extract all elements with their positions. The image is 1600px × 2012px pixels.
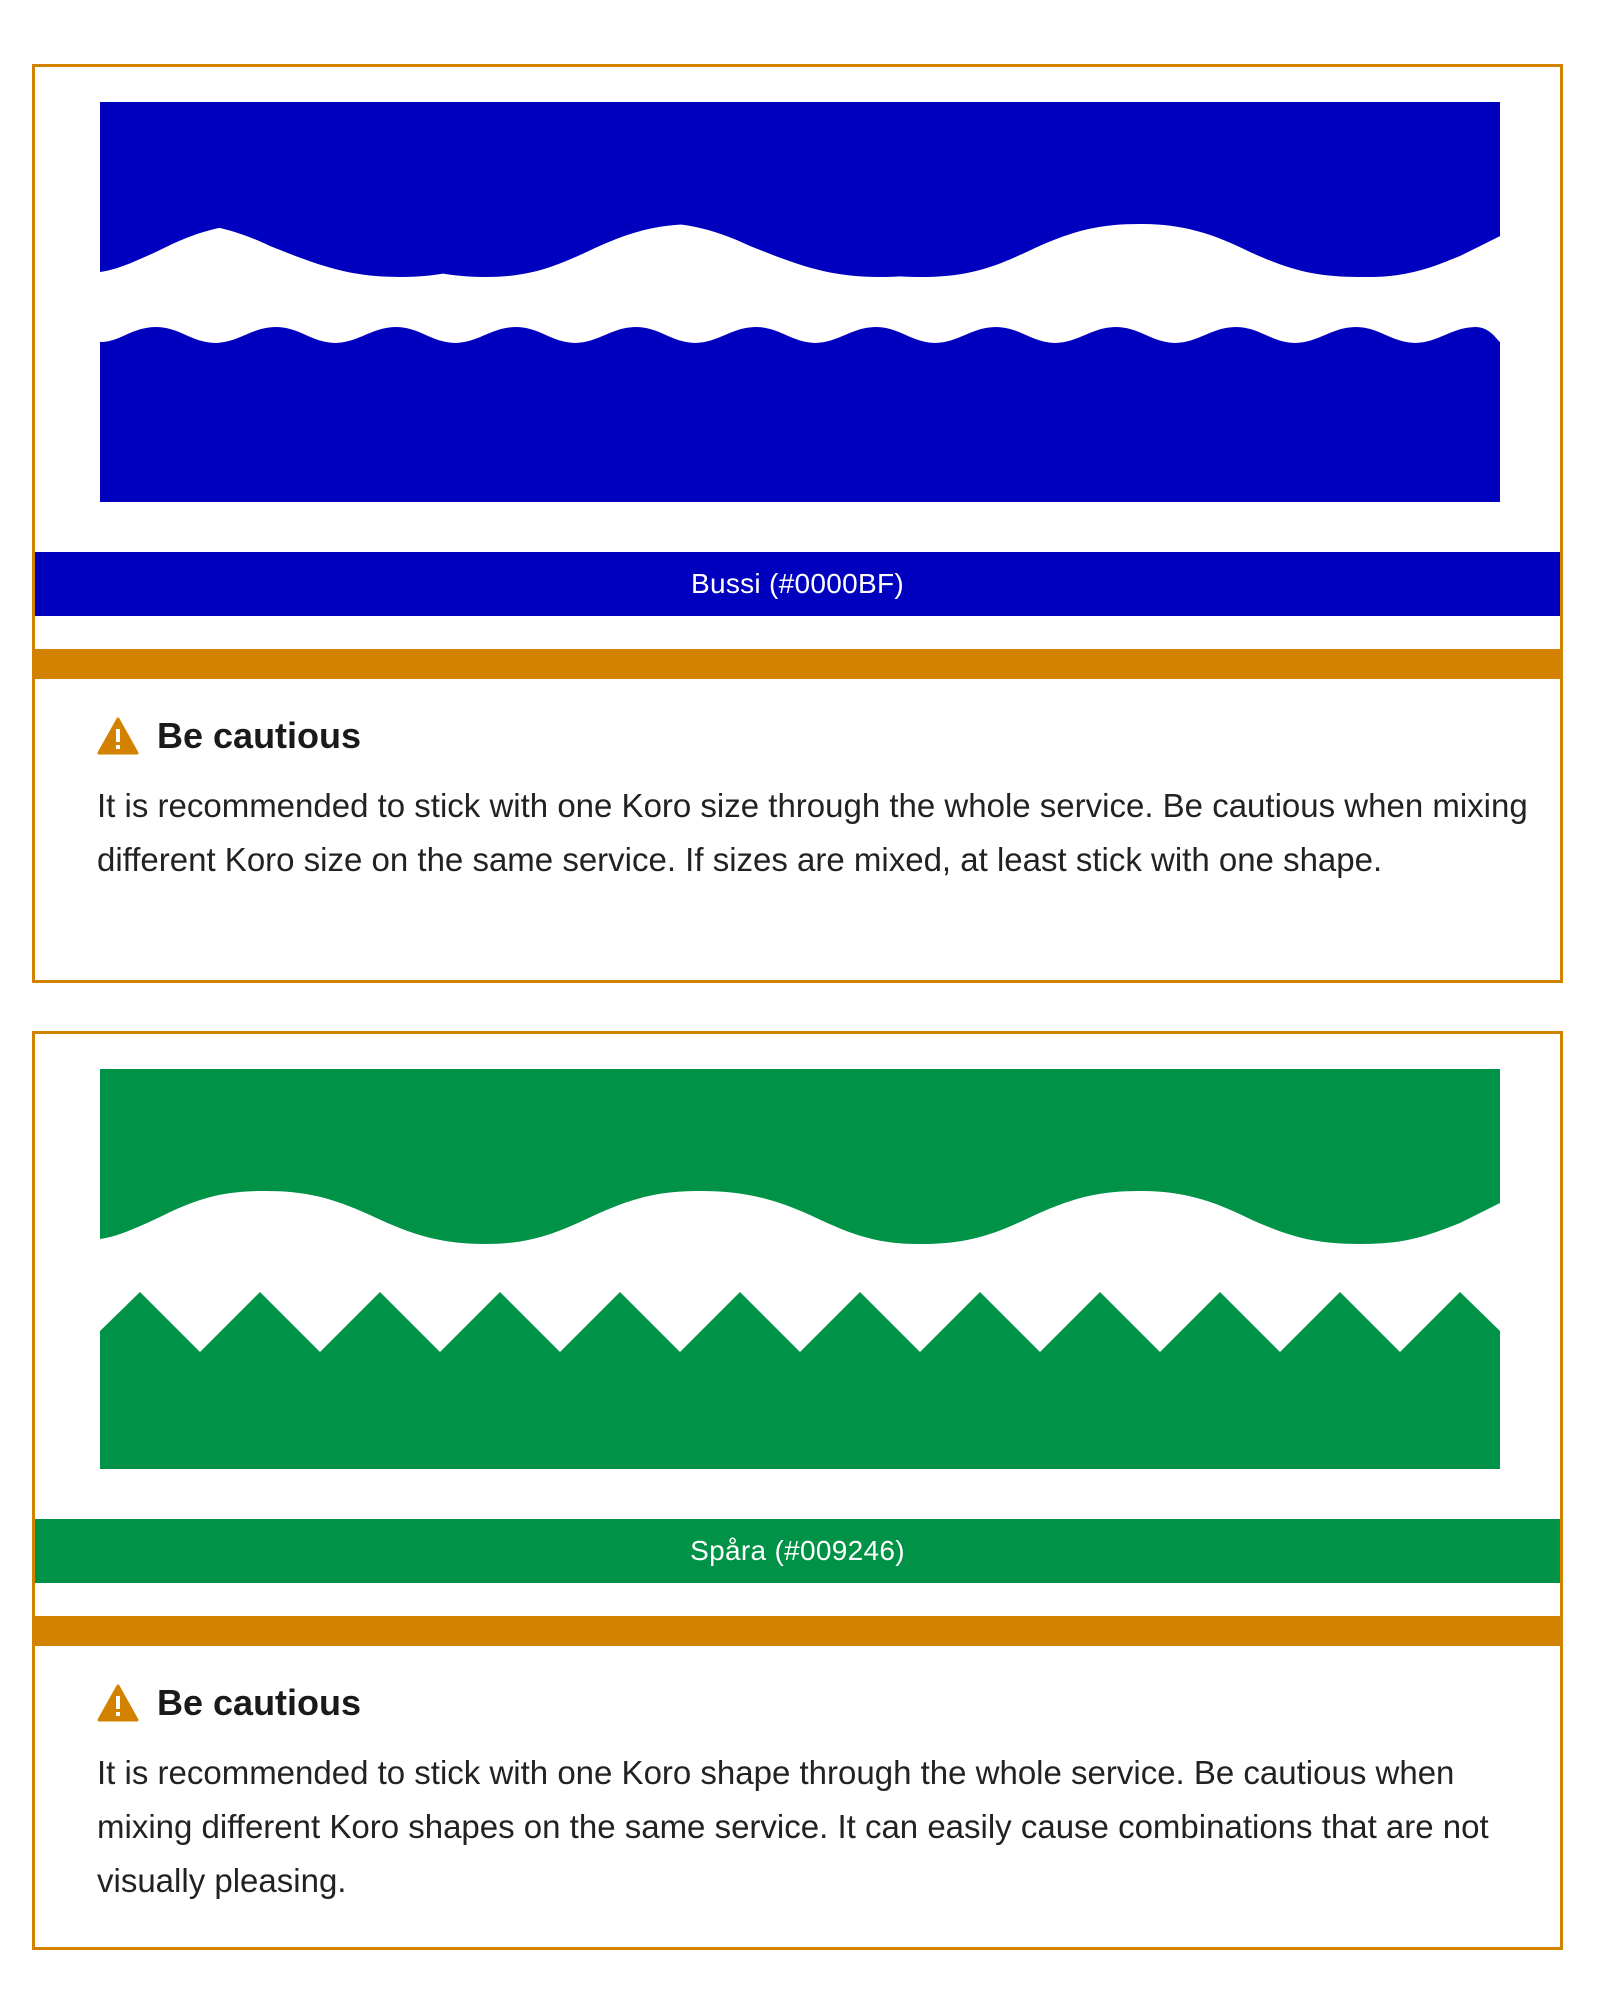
koro-wave-large-shape [100, 1069, 1500, 1244]
koro-illustration [100, 1069, 1500, 1469]
color-swatch-bussi: Bussi (#0000BF) [35, 552, 1560, 616]
warning-triangle-icon [97, 717, 139, 755]
koro-illustration [100, 102, 1500, 502]
warning-text: It is recommended to stick with one Koro… [97, 1754, 1489, 1899]
koro-zigzag-shape [100, 1292, 1500, 1469]
warning-heading: Be cautious [97, 715, 361, 757]
koro-shape-example: Spåra (#009246) Be cautious It is recomm… [32, 1031, 1563, 1950]
color-swatch-label: Bussi (#0000BF) [690, 568, 905, 599]
warning-text: It is recommended to stick with one Koro… [97, 787, 1528, 878]
koro-wave-large-shape-fix [100, 102, 1500, 277]
color-swatch-spara: Spåra (#009246) [35, 1519, 1560, 1583]
warning-title: Be cautious [157, 715, 362, 756]
koro-size-example: Bussi (#0000BF) Be cautious It is recomm… [32, 64, 1563, 983]
warning-triangle-icon [97, 1684, 139, 1722]
koro-wave-small-shape [100, 327, 1500, 502]
warning-accent-bar [35, 1616, 1560, 1646]
warning-accent-bar [35, 649, 1560, 679]
warning-heading: Be cautious [97, 1682, 361, 1724]
warning-title: Be cautious [157, 1682, 362, 1723]
color-swatch-label: Spåra (#009246) [690, 1535, 905, 1566]
